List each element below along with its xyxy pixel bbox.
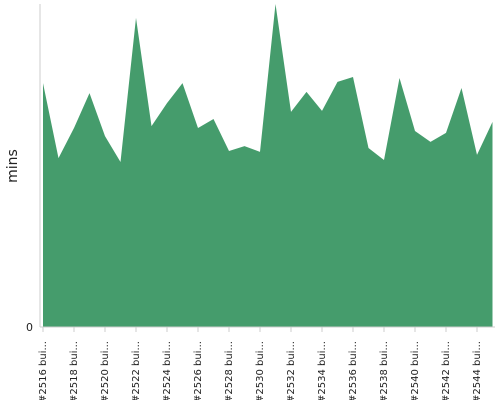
x-tick-label: #2538 bui... [379, 341, 390, 400]
x-tick-label: #2536 bui... [348, 341, 359, 400]
y-axis-label: mins [5, 149, 21, 183]
x-tick-label: #2524 bui... [162, 341, 173, 400]
x-tick-label: #2518 bui... [69, 341, 80, 400]
x-tick-label: #2528 bui... [224, 341, 235, 400]
x-tick-label: #2520 bui... [100, 341, 111, 400]
x-tick-label: #2516 bui... [38, 341, 49, 400]
y-tick-label: 0 [26, 321, 33, 334]
x-tick-label: #2522 bui... [131, 341, 142, 400]
x-tick-label: #2542 bui... [441, 341, 452, 400]
x-tick-label: #2532 bui... [286, 341, 297, 400]
x-tick-label: #2540 bui... [410, 341, 421, 400]
x-tick-label: #2526 bui... [193, 341, 204, 400]
x-tick-label: #2544 bui... [472, 341, 483, 400]
area [43, 4, 493, 327]
x-tick-label: #2534 bui... [317, 341, 328, 400]
x-tick-label: #2530 bui... [255, 341, 266, 400]
